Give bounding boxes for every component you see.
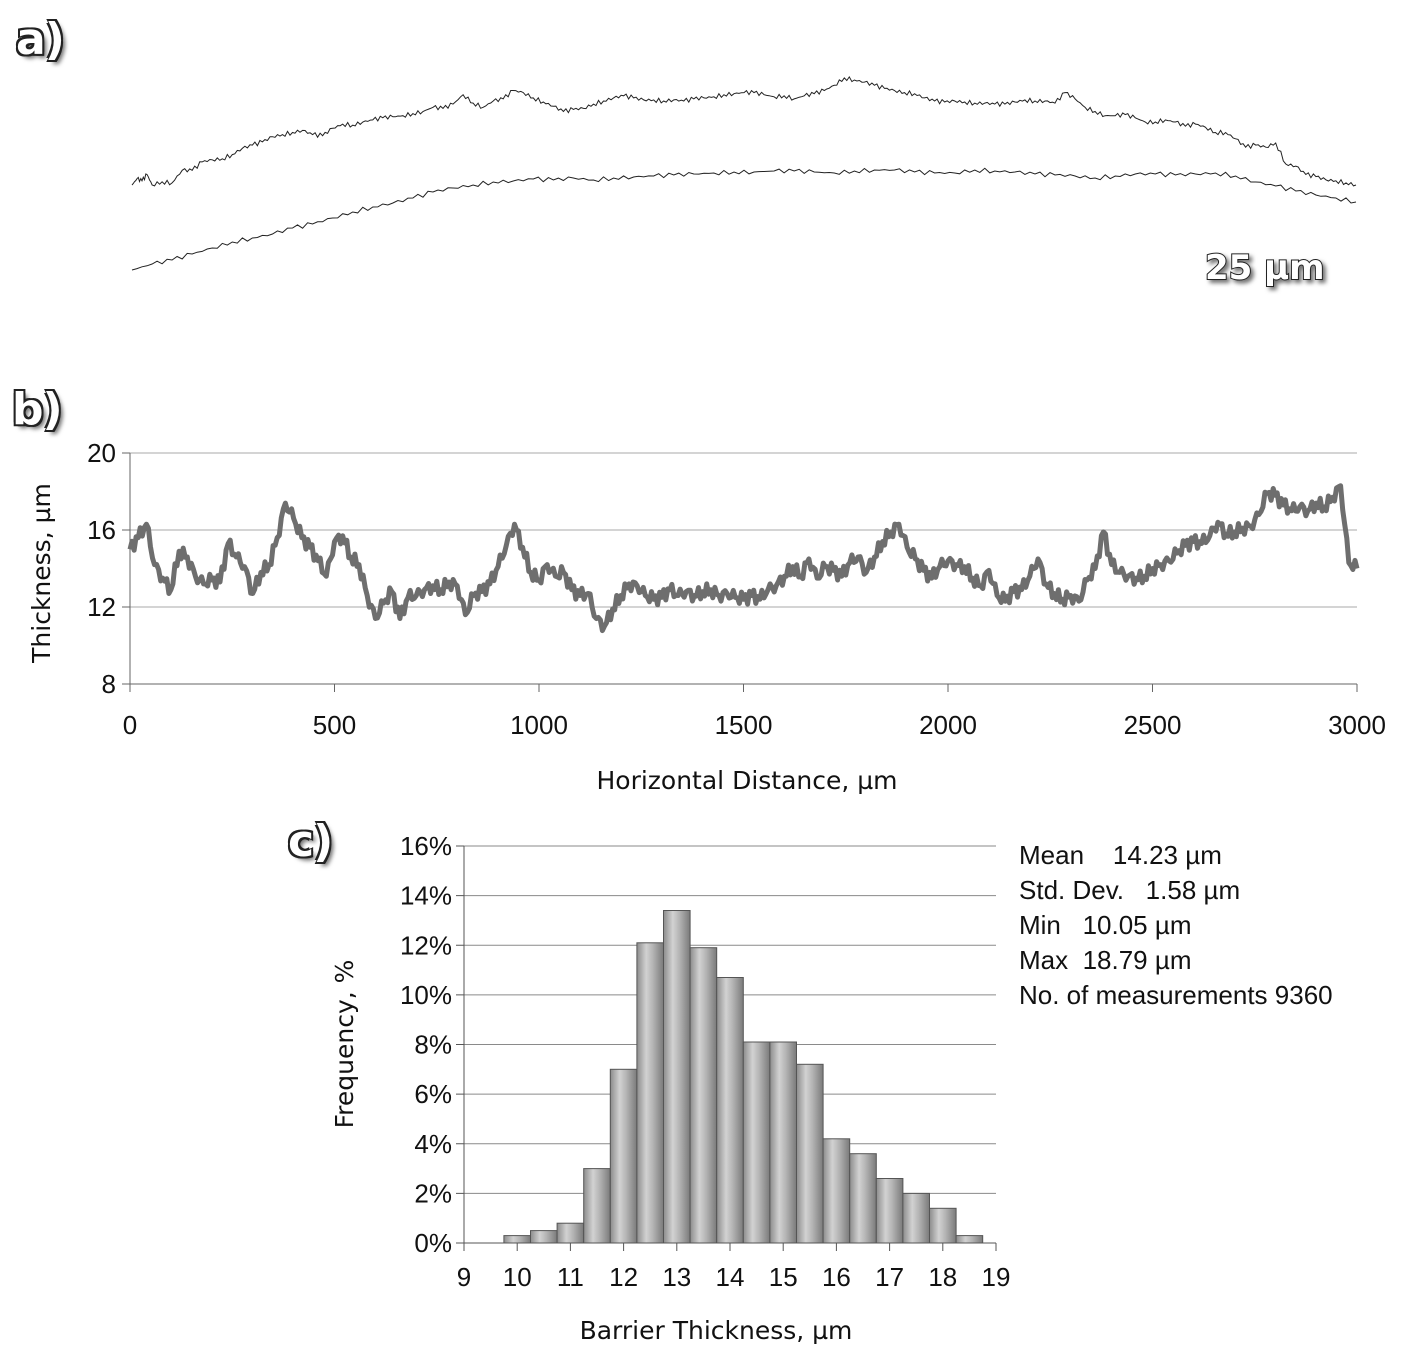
b-thickness-series xyxy=(127,483,1360,634)
c-y-tick-label: 12% xyxy=(400,930,452,960)
c-bar xyxy=(902,1192,931,1244)
c-y-tick-label: 8% xyxy=(414,1030,452,1060)
c-y-tick-label: 10% xyxy=(400,980,452,1010)
b-x-tick-label: 2500 xyxy=(1124,710,1182,740)
b-y-tick-label: 16 xyxy=(87,515,116,545)
profile-line-2 xyxy=(131,167,1357,271)
c-bar xyxy=(716,977,744,1244)
c-y-tick-label: 16% xyxy=(400,831,452,861)
c-x-axis-title: Barrier Thickness, µm xyxy=(580,1316,853,1345)
b-x-axis-title: Horizontal Distance, µm xyxy=(596,766,897,795)
scale-bar-label: 25 µm xyxy=(1205,248,1325,288)
c-bar xyxy=(503,1235,531,1244)
c-x-tick-label: 12 xyxy=(609,1262,638,1292)
c-x-tick-label: 9 xyxy=(457,1262,471,1292)
b-series-line xyxy=(127,483,1360,634)
statistics-box: Mean 14.23 µm Std. Dev. 1.58 µm Min 10.0… xyxy=(1019,838,1333,1013)
stat-min: Min 10.05 µm xyxy=(1019,910,1192,940)
c-x-tick-label: 15 xyxy=(769,1262,798,1292)
c-bar xyxy=(609,1068,638,1244)
stat-max: Max 18.79 µm xyxy=(1019,945,1192,975)
c-bar xyxy=(849,1153,877,1244)
c-bar xyxy=(929,1207,957,1244)
c-bar xyxy=(742,1041,771,1244)
c-y-tick-label: 0% xyxy=(414,1228,452,1258)
scale-bar: 25 µm xyxy=(1192,247,1352,295)
panel-a-profiles xyxy=(131,75,1357,271)
c-bar xyxy=(875,1178,904,1244)
stat-mean: Mean 14.23 µm xyxy=(1019,840,1222,870)
c-x-tick-label: 10 xyxy=(503,1262,532,1292)
b-y-tick-label: 20 xyxy=(87,438,116,468)
b-y-tick-label: 12 xyxy=(87,592,116,622)
stat-std-dev: Std. Dev. 1.58 µm xyxy=(1019,875,1241,905)
b-gridlines xyxy=(130,452,1357,608)
profile-line-1 xyxy=(131,75,1357,187)
b-y-axis-title: Thickness, µm xyxy=(27,483,56,664)
c-bars xyxy=(503,910,984,1244)
c-bar xyxy=(689,947,718,1244)
c-bar xyxy=(530,1230,558,1244)
panel-b-thickness-chart: 8 12 16 20 0 500 1000 1500 2000 2500 3000 Horizont… xyxy=(27,438,1386,795)
b-y-tick-label: 8 xyxy=(102,669,116,699)
panel-label-b: b) xyxy=(12,384,63,435)
c-bar xyxy=(796,1063,824,1244)
c-axes xyxy=(456,845,997,1251)
c-x-tick-label: 11 xyxy=(557,1262,584,1292)
c-x-tick-label: 18 xyxy=(928,1262,957,1292)
c-x-tick-label: 16 xyxy=(822,1262,851,1292)
c-bar xyxy=(556,1222,585,1244)
c-x-tick-label: 13 xyxy=(662,1262,691,1292)
c-y-tick-label: 6% xyxy=(414,1079,452,1109)
c-bar xyxy=(583,1168,611,1244)
panel-label-c: c) xyxy=(288,816,333,867)
c-x-tick-label: 14 xyxy=(716,1262,745,1292)
panel-label-a: a) xyxy=(16,14,65,65)
b-x-tick-label: 500 xyxy=(313,710,356,740)
c-y-tick-label: 2% xyxy=(414,1178,452,1208)
c-bar xyxy=(955,1235,984,1244)
c-y-tick-label: 14% xyxy=(400,881,452,911)
c-bar xyxy=(663,910,691,1244)
c-x-tick-label: 19 xyxy=(982,1262,1011,1292)
b-x-tick-label: 1000 xyxy=(510,710,568,740)
c-tick-labels: 0% 2% 4% 6% 8% 10% 12% 14% 16% 9 10 11 12 13 14 15 16 17 1… xyxy=(400,831,1011,1292)
panel-c-histogram: 0% 2% 4% 6% 8% 10% 12% 14% 16% 9 10 11 12 13 14 15 16 17 1… xyxy=(330,831,1010,1345)
c-y-tick-label: 4% xyxy=(414,1129,452,1159)
b-x-tick-label: 2000 xyxy=(919,710,977,740)
c-bar xyxy=(822,1138,851,1244)
b-axes xyxy=(122,452,1358,692)
c-y-axis-title: Frequency, % xyxy=(330,960,359,1129)
c-bar xyxy=(769,1041,798,1244)
stat-count: No. of measurements 9360 xyxy=(1019,980,1333,1010)
b-x-tick-label: 3000 xyxy=(1328,710,1386,740)
b-x-tick-label: 0 xyxy=(123,710,137,740)
c-x-tick-label: 17 xyxy=(875,1262,904,1292)
c-bar xyxy=(636,942,665,1244)
b-tick-labels: 8 12 16 20 0 500 1000 1500 2000 2500 3000 xyxy=(87,438,1386,740)
b-x-tick-label: 1500 xyxy=(715,710,773,740)
